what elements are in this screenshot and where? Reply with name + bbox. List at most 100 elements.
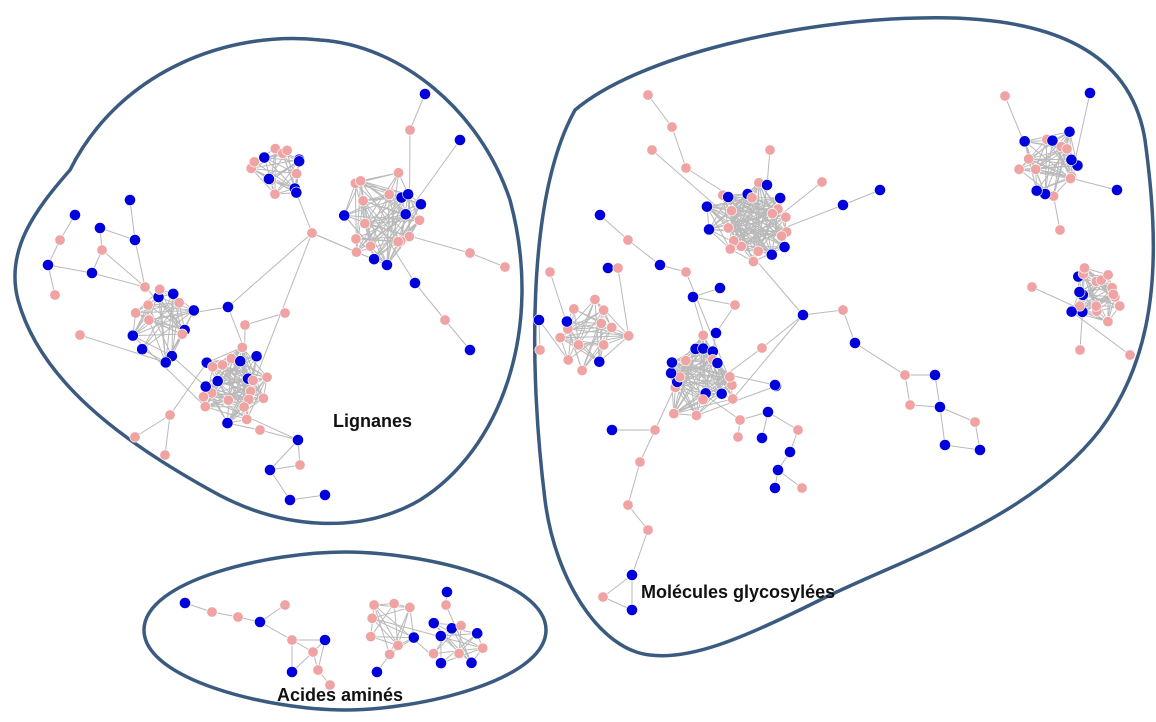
network-edge	[696, 376, 731, 416]
network-edge	[269, 469, 291, 501]
network-edge	[673, 398, 733, 415]
network-edge	[1035, 131, 1070, 170]
network-node-blue	[441, 586, 453, 598]
network-node-pink	[534, 344, 546, 356]
network-edge	[135, 302, 180, 314]
network-node-pink	[357, 195, 369, 207]
network-node-pink	[404, 124, 416, 136]
network-node-blue	[319, 634, 331, 646]
network-edge	[373, 139, 461, 260]
network-edge	[692, 296, 736, 306]
network-node-blue	[626, 569, 638, 581]
network-edge	[311, 232, 357, 253]
network-node-pink	[732, 431, 744, 443]
network-node-pink	[690, 409, 702, 421]
network-node-pink	[796, 482, 808, 494]
network-node-pink	[96, 244, 108, 256]
network-node-blue	[211, 375, 224, 387]
network-node-pink	[294, 459, 306, 471]
network-node-pink	[393, 167, 405, 179]
network-edge	[631, 529, 649, 576]
network-node-pink	[236, 341, 248, 353]
network-edge	[362, 200, 406, 215]
network-node-pink	[74, 329, 86, 341]
network-node-pink	[735, 240, 747, 252]
network-edge	[135, 309, 194, 314]
network-edge	[132, 333, 183, 337]
network-node-pink	[257, 392, 269, 404]
network-node-pink	[206, 606, 218, 618]
network-edge	[538, 319, 569, 361]
network-edge	[1035, 146, 1062, 170]
network-node-blue	[427, 617, 440, 630]
network-node-pink	[697, 394, 709, 406]
network-node-blue	[654, 259, 666, 271]
network-node-pink	[464, 247, 476, 259]
network-node-pink	[1124, 349, 1136, 361]
network-node-pink	[414, 214, 426, 226]
network-edge	[567, 299, 596, 361]
network-node-pink	[403, 231, 415, 243]
network-edge	[134, 239, 146, 288]
network-node-pink	[159, 449, 171, 461]
network-node-blue	[687, 291, 699, 303]
network-edge	[344, 197, 402, 216]
network-node-pink	[792, 424, 804, 436]
network-node-blue	[1065, 153, 1078, 166]
network-node-pink	[366, 612, 378, 624]
network-edge	[91, 272, 146, 288]
network-node-blue	[126, 329, 139, 342]
network-node-pink	[816, 176, 828, 188]
network-edge	[722, 194, 754, 262]
cluster-label-glycosylees: Molécules glycosylées	[641, 582, 835, 602]
network-edge	[1079, 311, 1083, 351]
network-edge	[598, 335, 629, 363]
network-edge	[211, 392, 248, 420]
network-node-pink	[1074, 300, 1086, 312]
network-edge	[373, 604, 399, 646]
network-edge	[414, 282, 446, 321]
network-node-pink	[1102, 269, 1114, 281]
network-edge	[295, 192, 313, 234]
network-edge	[362, 200, 416, 284]
network-edge	[433, 622, 472, 664]
network-node-pink	[269, 188, 281, 200]
network-node-pink	[568, 303, 580, 315]
network-node-blue	[419, 88, 431, 100]
network-node-pink	[368, 599, 380, 611]
network-node-pink	[899, 369, 911, 381]
cluster-label-lignanes: Lignanes	[333, 411, 412, 431]
network-node-blue	[849, 337, 861, 349]
network-edge	[148, 319, 167, 363]
network-edge	[444, 319, 471, 351]
network-node-pink	[747, 256, 759, 268]
network-edge	[671, 362, 722, 395]
network-node-blue	[264, 464, 276, 476]
network-edge	[854, 342, 906, 376]
network-node-blue	[714, 282, 726, 294]
network-node-blue	[769, 379, 781, 391]
network-edge	[373, 604, 391, 655]
network-node-blue	[435, 657, 447, 670]
network-node-blue	[464, 344, 476, 356]
network-node-blue	[1063, 125, 1076, 138]
network-edge	[670, 373, 675, 414]
network-node-pink	[780, 211, 792, 223]
network-edge	[134, 414, 171, 438]
network-node-pink	[176, 328, 188, 340]
network-node-pink	[666, 121, 678, 133]
network-edge	[560, 326, 612, 339]
network-edge	[731, 210, 773, 215]
network-node-blue	[465, 656, 478, 669]
network-edge	[567, 327, 613, 361]
network-node-pink	[222, 394, 234, 406]
network-node-pink	[1026, 281, 1038, 293]
network-node-blue	[86, 267, 98, 279]
network-edge	[356, 194, 390, 253]
network-node-pink	[477, 642, 489, 654]
network-node-pink	[261, 371, 273, 383]
network-node-pink	[239, 319, 251, 331]
network-edge	[164, 414, 171, 456]
network-node-blue	[179, 597, 191, 609]
network-node-pink	[388, 598, 400, 610]
